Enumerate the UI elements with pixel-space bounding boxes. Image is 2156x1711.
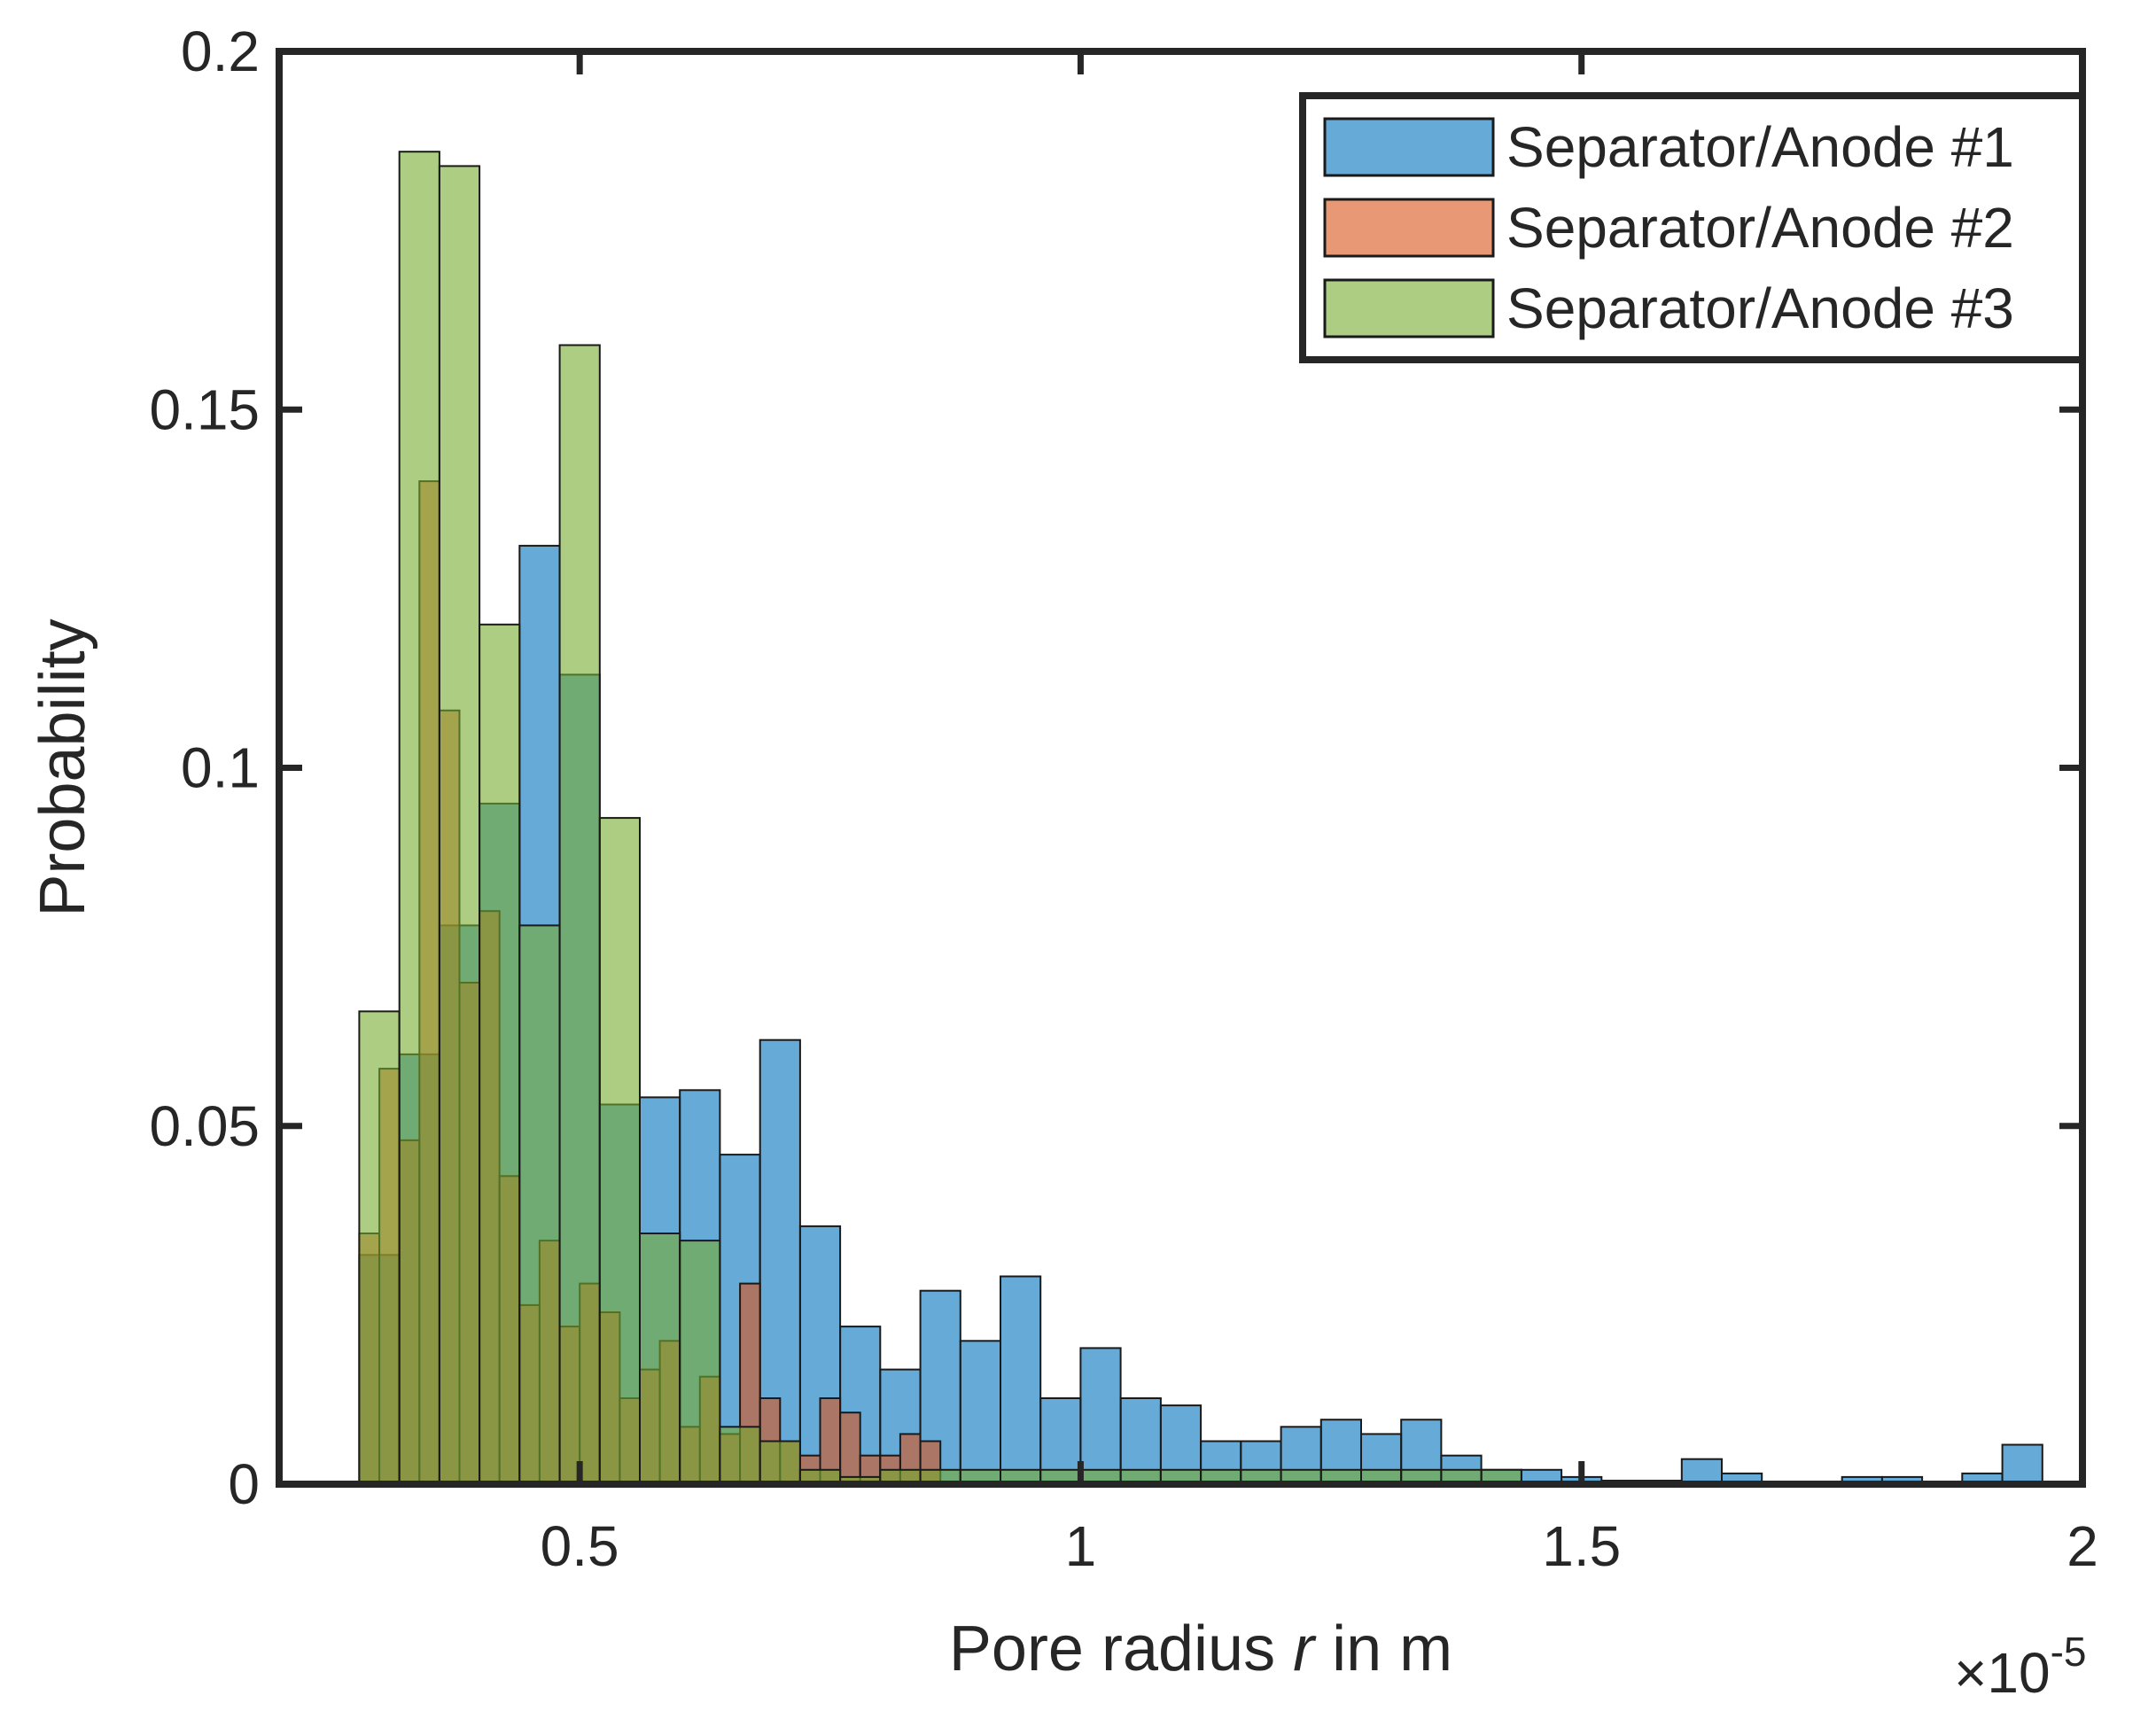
x-tick-label: 2	[2066, 1514, 2098, 1578]
x-axis-exponent: ×10-5	[1954, 1629, 2086, 1705]
series-3-bar	[598, 817, 641, 1485]
x-tick-label: 1	[1065, 1514, 1097, 1578]
legend-swatch-3	[1323, 278, 1495, 338]
series-3-bar	[438, 165, 481, 1485]
legend-entries: Separator/Anode #1 Separator/Anode #2 Sepa…	[1323, 115, 2014, 340]
x-tick-label: 1.5	[1542, 1514, 1621, 1578]
y-tick-label: 0	[228, 1452, 260, 1516]
x-axis-label-prefix: Pore radius	[949, 1614, 1293, 1684]
legend-swatch-2	[1323, 198, 1495, 258]
x-axis-exponent-base: ×10	[1954, 1641, 2051, 1705]
x-axis-label-suffix: in m	[1314, 1614, 1452, 1684]
series-3-bar	[759, 1440, 801, 1485]
series-2-bar	[839, 1412, 861, 1485]
x-axis-label-variable: r	[1293, 1614, 1317, 1684]
x-axis-label: Pore radius r in m	[949, 1614, 1452, 1684]
series-3-bar	[639, 1233, 681, 1485]
series-3-bar	[558, 344, 601, 1485]
legend: Separator/Anode #1 Separator/Anode #2 Sepa…	[1299, 92, 2086, 363]
series-1-bar	[959, 1340, 1002, 1486]
plot-frame	[276, 48, 2086, 1488]
legend-label-3: Separator/Anode #3	[1506, 276, 2014, 340]
series-1-bar	[1079, 1347, 1122, 1486]
series-3-bar	[679, 1240, 721, 1485]
y-tick-label: 0.1	[181, 736, 260, 800]
x-tick-label: 0.5	[541, 1514, 619, 1578]
series-3-bar	[719, 1426, 761, 1486]
series-1-bar	[1000, 1275, 1042, 1485]
y-axis-label: Probability	[27, 618, 98, 916]
y-tick-label: 0.2	[181, 19, 260, 83]
y-tick-label: 0.05	[149, 1094, 260, 1158]
legend-label-2: Separator/Anode #2	[1506, 196, 2014, 260]
series-1-bar	[2001, 1443, 2043, 1485]
legend-swatch-1	[1323, 117, 1495, 177]
legend-label-1: Separator/Anode #1	[1506, 115, 2014, 179]
series-3-bar	[518, 924, 561, 1485]
series-3-bar	[358, 1010, 401, 1485]
series-1-bar	[1680, 1458, 1724, 1485]
series-3-bar	[479, 623, 521, 1485]
series-3-bar	[398, 151, 440, 1486]
y-tick-label: 0.15	[149, 377, 260, 441]
x-axis-exponent-power: -5	[2051, 1629, 2087, 1675]
